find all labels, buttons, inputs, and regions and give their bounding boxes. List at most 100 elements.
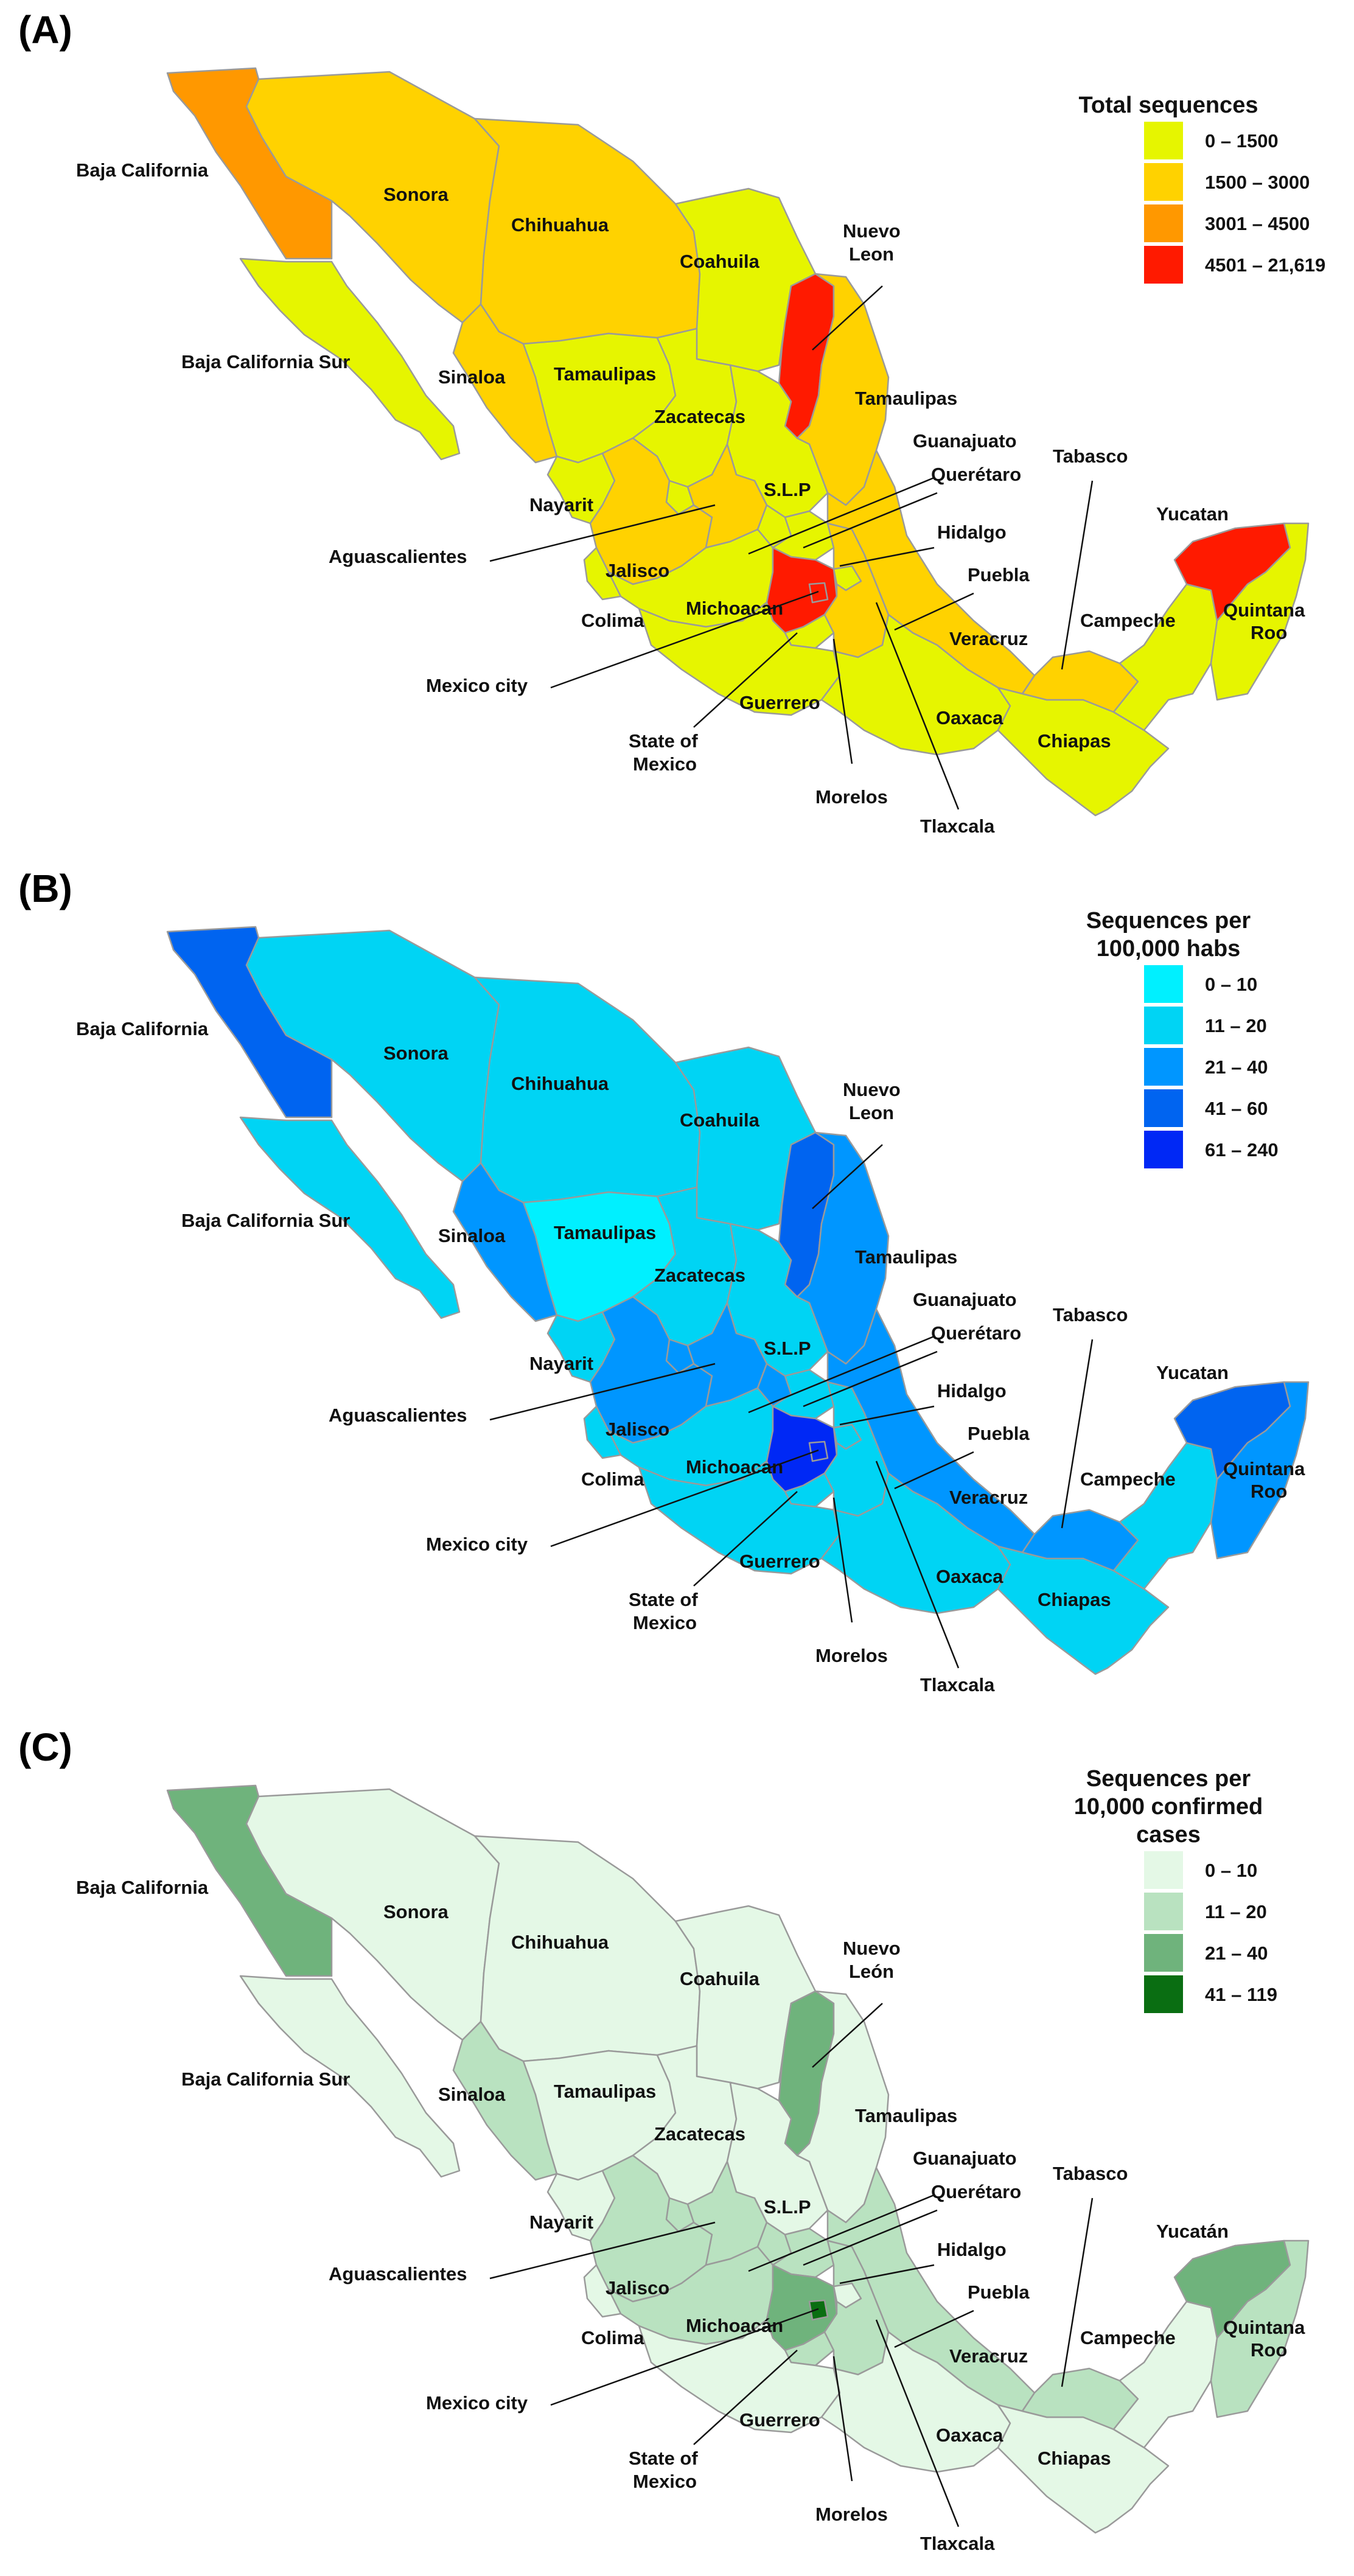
leader-line (839, 546, 935, 567)
label-tamaulipas: Tamaulipas (855, 2105, 957, 2126)
panel-label: (B) (18, 867, 72, 910)
label-tabasco: Tabasco (1053, 1304, 1128, 1325)
legend-item: 0 – 10 (1083, 963, 1339, 1004)
legend-item: 1500 – 3000 (1083, 161, 1339, 202)
state-labels: Baja California Baja California Sur Sono… (76, 1877, 1305, 2554)
legend-label: 0 – 10 (1205, 1860, 1258, 1881)
label-guerrero: Guerrero (739, 1551, 820, 1572)
legend-item: 11 – 20 (1083, 1890, 1339, 1932)
leader-line (875, 1461, 960, 1669)
label-queretaro: Querétaro (931, 464, 1021, 485)
leader-lines (489, 2003, 1094, 2527)
legend-label: 4501 – 21,619 (1205, 254, 1326, 276)
label-jalisco: Jalisco (605, 1419, 669, 1440)
legend-swatch (1144, 1934, 1183, 1972)
state-baja-california-sur (239, 1116, 461, 1319)
mexico-choropleth-map: Baja California Baja California Sur Sono… (76, 926, 1310, 1695)
legend-item: 21 – 40 (1083, 1932, 1339, 1973)
label-hidalgo: Hidalgo (937, 522, 1007, 543)
label-guerrero: Guerrero (739, 2409, 820, 2431)
leader-line (875, 2319, 960, 2527)
state-quintana-roo (1210, 1381, 1310, 1560)
leader-line (489, 1363, 716, 1421)
legend-item: 0 – 1500 (1083, 119, 1339, 161)
label-zacatecas: Zacatecas (654, 406, 745, 427)
leader-line (875, 602, 960, 810)
leader-line (693, 632, 798, 728)
label-sinaloa: Sinaloa (438, 1225, 506, 1246)
state-quintana-roo (1210, 522, 1310, 701)
state-baja-california-sur (239, 257, 461, 461)
label-chihuahua: Chihuahua (511, 1932, 609, 1953)
label-coahuila: Coahuila (680, 1968, 760, 1989)
legend-swatch (1144, 163, 1183, 201)
mexico-choropleth-map: Baja California Baja California Sur Sono… (76, 1784, 1310, 2554)
leader-line (489, 504, 716, 562)
label-coahuila: Coahuila (680, 251, 760, 272)
legend-title: Total sequences (1078, 92, 1258, 118)
label-sonora: Sonora (383, 1901, 449, 1922)
state-cdmx (808, 2299, 829, 2321)
label-oaxaca: Oaxaca (936, 707, 1003, 728)
map-panel-2: (B) (0, 859, 1354, 1717)
leader-lines (489, 285, 1094, 810)
state-labels: Baja California Baja California Sur Sono… (76, 1018, 1305, 1695)
map-panel-3: (C) (0, 1717, 1354, 2576)
legend-label: 41 – 60 (1205, 1098, 1268, 1119)
leader-line (832, 1497, 853, 1623)
legend-swatch (1144, 246, 1183, 284)
label-michoacan: Michoacan (686, 598, 783, 619)
label-chihuahua: Chihuahua (511, 1073, 609, 1094)
label-aguascalientes: Aguascalientes (329, 1405, 467, 1426)
state-cdmx (808, 582, 829, 604)
legend-title: Sequences per 100,000 habs (1086, 908, 1251, 962)
legend-rows: 0 – 1500 1500 – 3000 3001 – 4500 4501 – 21,… (1083, 119, 1339, 285)
label-queretaro: Querétaro (931, 2181, 1021, 2202)
leader-line (550, 2308, 819, 2406)
leader-line (693, 2350, 798, 2445)
label-state-of-mexico-1: State of (629, 1589, 698, 1610)
label-chiapas: Chiapas (1038, 1589, 1111, 1610)
leader-line (489, 2221, 716, 2280)
legend-label: 11 – 20 (1205, 1015, 1267, 1036)
label-tamaulipas: Tamaulipas (855, 388, 957, 409)
label-tlaxcala: Tlaxcala (920, 815, 995, 837)
label-tamaulipas: Tamaulipas (855, 1246, 957, 1268)
label-quintana-roo-1: Quintana (1223, 2317, 1305, 2338)
legend-item: 3001 – 4500 (1083, 202, 1339, 243)
leader-line (550, 1449, 819, 1548)
state-colima (583, 2264, 622, 2318)
label-slp: S.L.P (764, 1338, 811, 1359)
label-yucatan: Yucatán (1156, 2221, 1229, 2242)
label-jalisco: Jalisco (605, 2277, 669, 2299)
label-campeche: Campeche (1080, 610, 1176, 631)
legend: Total sequences 0 – 1500 1500 – 3000 3001 … (1079, 91, 1339, 285)
legend-swatch (1144, 1893, 1183, 1930)
label-yucatan: Yucatan (1156, 1362, 1229, 1383)
legend-label: 21 – 40 (1205, 1942, 1268, 1964)
label-quintana-roo-2: Roo (1251, 622, 1287, 643)
label-guerrero: Guerrero (739, 692, 820, 713)
label-guanajuato: Guanajuato (913, 430, 1017, 452)
leader-line (1061, 2197, 1094, 2387)
leader-line (550, 590, 819, 689)
label-baja-california: Baja California (76, 1018, 209, 1039)
legend-label: 41 – 119 (1205, 1984, 1277, 2005)
label-michoacan: Michoacán (686, 2315, 783, 2336)
legend-rows: 0 – 10 11 – 20 21 – 40 41 – 60 61 – 240 (1083, 963, 1339, 1170)
panel-label: (C) (18, 1725, 72, 1769)
legend-item: 41 – 119 (1083, 1973, 1339, 2014)
legend-item: 0 – 10 (1083, 1849, 1339, 1890)
legend-swatch (1144, 1089, 1183, 1127)
legend-item: 61 – 240 (1083, 1128, 1339, 1170)
label-zacatecas: Zacatecas (654, 2123, 745, 2145)
label-oaxaca: Oaxaca (936, 2424, 1003, 2446)
leader-line (803, 1350, 938, 1408)
label-campeche: Campeche (1080, 2327, 1176, 2348)
label-morelos: Morelos (815, 2504, 888, 2525)
legend-item: 21 – 40 (1083, 1045, 1339, 1087)
label-mexico-city: Mexico city (426, 675, 528, 696)
label-sinaloa: Sinaloa (438, 366, 506, 388)
legend-swatch (1144, 122, 1183, 159)
label-baja-california-sur: Baja California Sur (181, 2068, 350, 2090)
